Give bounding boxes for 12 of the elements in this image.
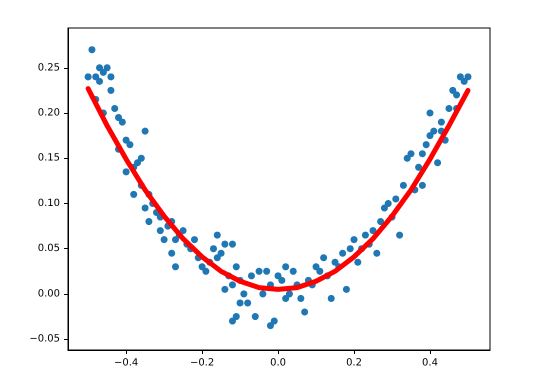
x-tick-label: 0.2 <box>346 358 362 368</box>
y-tick-label: −0.05 <box>29 334 60 345</box>
y-tick-label: 0.20 <box>38 108 60 119</box>
x-tick-label: −0.2 <box>190 358 214 368</box>
x-tick-label: −0.4 <box>114 358 138 368</box>
y-tick-label: 0.05 <box>38 243 60 254</box>
y-tick-label: 0.00 <box>38 288 60 300</box>
y-tick-label: 0.25 <box>38 62 60 74</box>
x-tick-label: 0.0 <box>270 358 286 368</box>
y-tick-label: 0.10 <box>38 198 60 209</box>
x-tick-label: 0.4 <box>422 358 438 368</box>
y-tick-label: 0.15 <box>38 152 60 164</box>
